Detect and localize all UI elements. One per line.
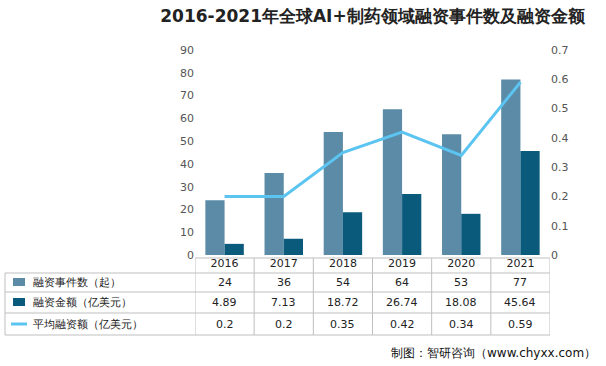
svg-text:0.5: 0.5	[551, 102, 569, 115]
svg-text:2017: 2017	[270, 257, 298, 270]
svg-text:77: 77	[513, 276, 527, 289]
svg-text:0.2: 0.2	[551, 190, 569, 203]
svg-text:4.89: 4.89	[212, 296, 237, 309]
svg-text:2021: 2021	[506, 257, 534, 270]
svg-text:80: 80	[180, 67, 194, 80]
svg-text:54: 54	[336, 276, 350, 289]
svg-text:0.42: 0.42	[390, 318, 415, 331]
svg-text:0.59: 0.59	[508, 318, 533, 331]
svg-text:0.3: 0.3	[551, 161, 569, 174]
svg-text:0.34: 0.34	[449, 318, 474, 331]
svg-text:2016: 2016	[211, 257, 239, 270]
svg-text:0.7: 0.7	[551, 44, 569, 57]
svg-text:10: 10	[180, 226, 194, 239]
svg-text:53: 53	[454, 276, 468, 289]
svg-text:平均融资额（亿美元）: 平均融资额（亿美元）	[33, 318, 143, 331]
svg-text:24: 24	[218, 276, 232, 289]
svg-text:26.74: 26.74	[386, 296, 418, 309]
svg-text:0.2: 0.2	[275, 318, 293, 331]
svg-text:7.13: 7.13	[271, 296, 296, 309]
svg-text:0.35: 0.35	[330, 318, 355, 331]
svg-text:64: 64	[395, 276, 409, 289]
svg-text:18.72: 18.72	[327, 296, 359, 309]
svg-text:40: 40	[180, 158, 194, 171]
svg-text:2019: 2019	[388, 257, 416, 270]
svg-text:制图：智研咨询（www.chyxx.com）: 制图：智研咨询（www.chyxx.com）	[391, 346, 596, 360]
svg-text:36: 36	[277, 276, 291, 289]
svg-text:45.64: 45.64	[504, 296, 536, 309]
svg-text:2020: 2020	[447, 257, 475, 270]
svg-text:90: 90	[180, 44, 194, 57]
svg-text:0: 0	[187, 249, 194, 262]
svg-text:0: 0	[551, 249, 558, 262]
svg-text:18.08: 18.08	[445, 296, 477, 309]
svg-text:融资事件数（起）: 融资事件数（起）	[33, 276, 121, 289]
svg-text:2016-2021年全球AI+制药领域融资事件数及融资金额: 2016-2021年全球AI+制药领域融资事件数及融资金额	[160, 6, 585, 26]
svg-text:0.4: 0.4	[551, 132, 569, 145]
svg-text:30: 30	[180, 181, 194, 194]
svg-text:0.1: 0.1	[551, 220, 569, 233]
svg-text:2018: 2018	[329, 257, 357, 270]
svg-text:0.6: 0.6	[551, 73, 569, 86]
svg-text:50: 50	[180, 135, 194, 148]
svg-text:融资金额（亿美元）: 融资金额（亿美元）	[33, 296, 132, 309]
svg-text:20: 20	[180, 203, 194, 216]
svg-text:70: 70	[180, 89, 194, 102]
svg-text:60: 60	[180, 112, 194, 125]
svg-text:0.2: 0.2	[216, 318, 234, 331]
